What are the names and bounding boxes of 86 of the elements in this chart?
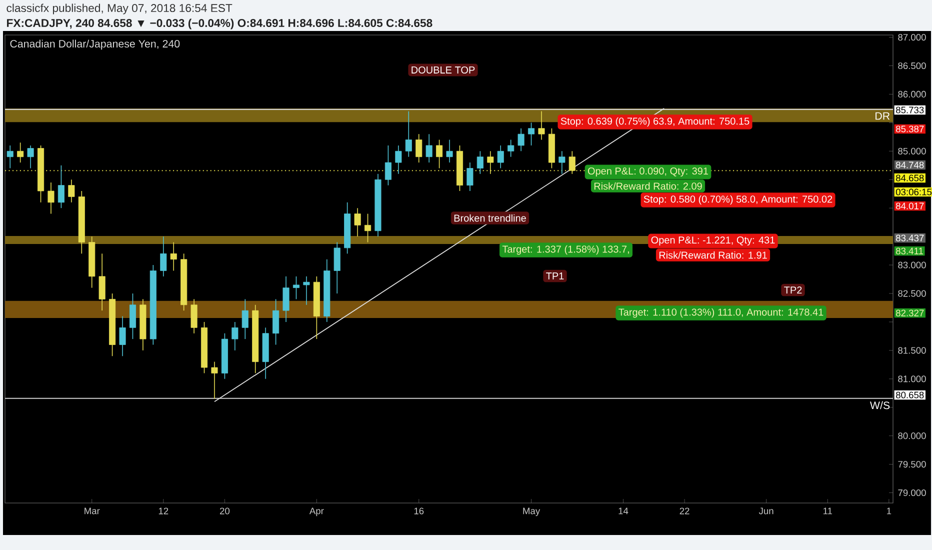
ref-line-label: DR bbox=[876, 112, 890, 120]
candlestick bbox=[68, 179, 75, 203]
x-tick-label: 16 bbox=[414, 508, 424, 514]
candlestick bbox=[476, 150, 484, 174]
candlestick bbox=[232, 322, 238, 351]
annotation: TP1 bbox=[546, 272, 564, 280]
candlestick bbox=[6, 145, 14, 169]
text: 83.411 bbox=[896, 248, 923, 254]
x-tick-label: 14 bbox=[618, 508, 628, 514]
x-tick-label: 20 bbox=[220, 508, 230, 514]
candlestick bbox=[446, 139, 453, 163]
annotation: Stop: 0.580 (0.70%) 58.0, Amount: 750.02 bbox=[644, 195, 832, 205]
y-tick-label: 83.000 bbox=[898, 262, 926, 268]
y-tick-label: 87.000 bbox=[898, 34, 926, 41]
ref-line-label: W/S bbox=[870, 401, 890, 410]
text: 84.658 bbox=[896, 174, 924, 182]
chart-title: Canadian Dollar/Japanese Yen, 240 bbox=[10, 40, 180, 50]
candlestick bbox=[384, 145, 392, 186]
candlestick bbox=[190, 298, 198, 334]
candlestick bbox=[27, 145, 34, 169]
y-tick-label: 81.000 bbox=[898, 376, 926, 382]
annotation: DOUBLE TOP bbox=[412, 66, 475, 74]
x-tick-label: 12 bbox=[158, 508, 168, 514]
annotation: TP2 bbox=[784, 286, 802, 294]
annotation: Open P&L: 0.090, Qty: 391 bbox=[588, 167, 708, 177]
y-tick-label: 81.500 bbox=[898, 347, 926, 354]
candlestick bbox=[508, 139, 514, 158]
x-tick-label: 11 bbox=[823, 508, 832, 514]
x-tick-label: 22 bbox=[680, 508, 690, 514]
candlestick bbox=[395, 145, 402, 174]
annotation: Broken trendline bbox=[454, 214, 526, 222]
y-tick-label: 79.500 bbox=[898, 460, 926, 468]
candlestick bbox=[426, 134, 432, 163]
candlestick bbox=[538, 110, 545, 140]
y-tick-label: 85.000 bbox=[898, 148, 926, 154]
text: 82.327 bbox=[896, 310, 924, 316]
candlestick bbox=[242, 298, 248, 340]
y-tick-label: 86.500 bbox=[898, 62, 926, 70]
x-tick-label: Jun bbox=[758, 508, 774, 514]
candlestick bbox=[160, 236, 167, 277]
candlestick bbox=[98, 253, 106, 311]
annotation: Risk/Reward Ratio: 1.91 bbox=[659, 251, 767, 259]
text: classicfx published, May 07, 2018 16:54 EST bbox=[6, 4, 232, 14]
candlestick bbox=[334, 242, 340, 294]
text: 83.437 bbox=[896, 234, 924, 242]
candlestick bbox=[558, 150, 566, 174]
candlestick bbox=[303, 276, 310, 306]
candlestick bbox=[416, 134, 422, 163]
candlestick bbox=[58, 164, 64, 208]
text: 03:06:15 bbox=[896, 188, 932, 196]
annotation: Risk/Reward Ratio: 2.09 bbox=[594, 182, 702, 190]
candlestick bbox=[364, 213, 372, 243]
annotation: Target: 1.337 (1.58%) 133.7, bbox=[502, 245, 629, 255]
annotation: Open P&L: -1.221, Qty: 431 bbox=[651, 236, 775, 246]
x-tick-label: Mar bbox=[84, 508, 100, 514]
candlestick bbox=[497, 145, 504, 169]
candlestick bbox=[518, 128, 524, 152]
text: 80.658 bbox=[896, 392, 924, 398]
candlestick bbox=[466, 162, 474, 192]
text: 84.748 bbox=[896, 162, 924, 168]
candlestick bbox=[119, 316, 126, 357]
candlestick bbox=[282, 276, 290, 322]
x-tick-label: May bbox=[523, 508, 540, 516]
candlestick bbox=[528, 122, 535, 146]
candlestick bbox=[272, 298, 280, 346]
candlestick bbox=[170, 242, 177, 272]
text: 84.017 bbox=[896, 202, 924, 210]
text: 85.387 bbox=[896, 126, 924, 132]
y-tick-label: 80.000 bbox=[898, 432, 926, 440]
chart-subtitle: FX:CADJPY, 240 84.658 ▼ −0.033 (−0.04%) O:84.691 H:84.696 L:84.605 C:84.658 bbox=[7, 18, 432, 30]
annotation: Target: 1.110 (1.33%) 111.0, Amount: 1478.41 bbox=[618, 308, 824, 318]
candlestick bbox=[48, 182, 54, 214]
candlestick bbox=[436, 139, 443, 169]
text: 85.733 bbox=[896, 106, 924, 114]
candlestick bbox=[211, 361, 218, 400]
candlestick bbox=[17, 142, 24, 163]
candlestick bbox=[405, 110, 412, 158]
x-tick-label: Apr bbox=[309, 508, 324, 516]
annotation: Stop: 0.639 (0.75%) 63.9, Amount: 750.15 bbox=[560, 117, 750, 127]
y-tick-label: 79.000 bbox=[898, 489, 926, 496]
candlestick bbox=[129, 293, 136, 340]
candlestick bbox=[292, 276, 300, 300]
y-tick-label: 82.500 bbox=[898, 290, 926, 297]
x-tick-label: 1 bbox=[887, 508, 892, 514]
y-tick-label: 86.000 bbox=[898, 90, 926, 98]
candlestick bbox=[354, 208, 361, 237]
